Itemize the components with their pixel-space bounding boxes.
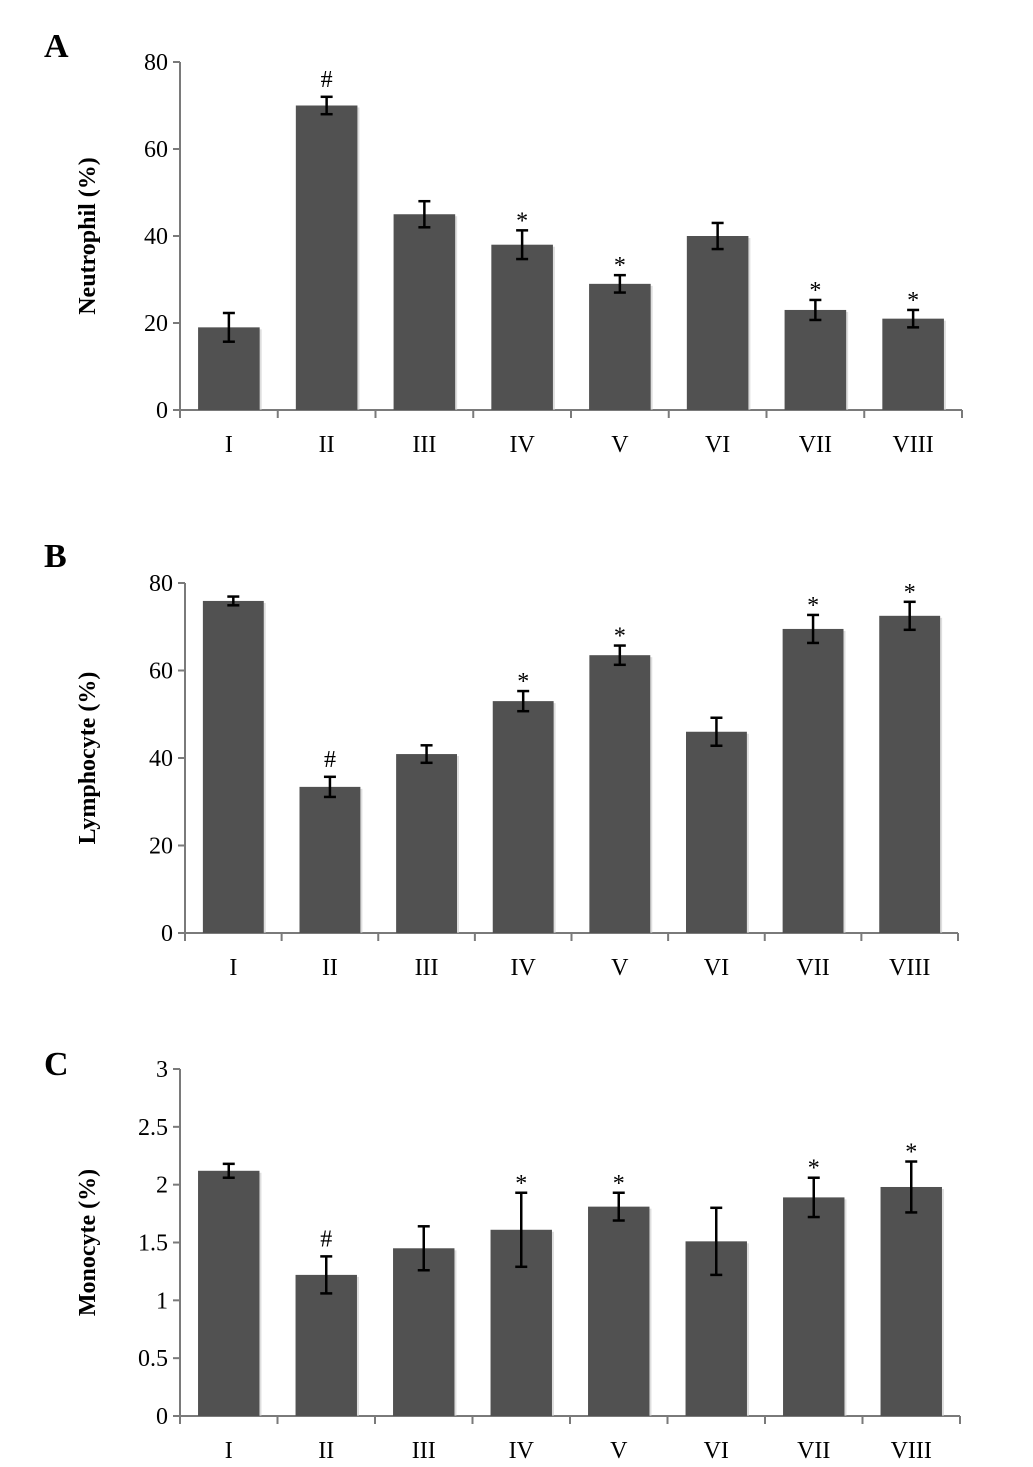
bar-v (588, 1206, 650, 1416)
x-tick-label: VI (704, 955, 729, 981)
significance-star: * (904, 580, 916, 606)
x-tick-label: VI (705, 432, 730, 458)
y-tick-label: 60 (149, 659, 173, 685)
bar-ii (295, 105, 358, 410)
x-tick-label: I (229, 955, 237, 981)
bar-vi (686, 731, 747, 933)
x-tick-label: V (610, 1438, 628, 1464)
x-tick-label: VIII (892, 432, 933, 458)
panel-label: B (44, 538, 67, 575)
y-tick-label: 60 (144, 137, 168, 163)
bar-ii (295, 1274, 357, 1416)
x-tick-label: VII (799, 432, 832, 458)
significance-star: * (517, 669, 529, 695)
significance-hash: # (320, 1226, 332, 1252)
bar-iv (491, 244, 553, 410)
significance-hash: # (321, 67, 333, 93)
significance-star: * (613, 1171, 625, 1197)
y-tick-label: 80 (149, 571, 173, 597)
x-tick-label: II (318, 1438, 334, 1464)
bar-v (589, 655, 651, 933)
significance-star: * (809, 278, 821, 304)
y-tick-label: 80 (144, 50, 168, 76)
y-tick-label: 2.5 (138, 1115, 168, 1141)
y-tick-label: 3 (156, 1057, 168, 1083)
y-tick-label: 0.5 (138, 1346, 168, 1372)
x-tick-label: IV (509, 432, 535, 458)
x-tick-label: IV (511, 955, 537, 981)
y-tick-label: 0 (156, 398, 168, 424)
bar-vii (783, 1197, 845, 1416)
y-tick-label: 1 (156, 1288, 168, 1314)
panel-label: A (44, 28, 69, 65)
bar-v (589, 283, 651, 410)
x-tick-label: VII (796, 955, 829, 981)
x-tick-label: III (415, 955, 439, 981)
significance-star: * (808, 1156, 820, 1182)
bar-i (202, 600, 264, 933)
significance-star: * (807, 593, 819, 619)
significance-star: * (907, 288, 919, 314)
x-tick-label: V (611, 955, 629, 981)
significance-star: * (614, 624, 626, 650)
y-tick-label: 0 (156, 1404, 168, 1430)
bar-iv (492, 701, 554, 933)
x-tick-label: II (322, 955, 338, 981)
bar-viii (879, 615, 941, 933)
x-tick-label: VIII (889, 955, 930, 981)
bar-iii (393, 214, 456, 410)
significance-star: * (614, 253, 626, 279)
y-tick-label: 0 (161, 921, 173, 947)
y-tick-label: 1.5 (138, 1231, 168, 1257)
bar-iii (396, 754, 457, 933)
bar-vi (686, 236, 749, 410)
y-tick-label: 2 (156, 1173, 168, 1199)
x-tick-label: IV (509, 1438, 535, 1464)
bar-vii (782, 628, 844, 933)
y-axis-label: Monocyte (%) (75, 1169, 101, 1316)
significance-star: * (905, 1140, 917, 1166)
bar-iii (393, 1248, 455, 1416)
y-axis-label: Lymphocyte (%) (75, 672, 101, 845)
significance-star: * (515, 1171, 527, 1197)
x-tick-label: III (412, 1438, 436, 1464)
x-tick-label: VII (797, 1438, 830, 1464)
x-tick-label: VIII (891, 1438, 932, 1464)
bar-i (198, 1170, 260, 1416)
y-tick-label: 40 (149, 746, 173, 772)
bar-viii (882, 318, 944, 410)
x-tick-label: II (319, 432, 335, 458)
x-tick-label: V (611, 432, 629, 458)
y-axis-label: Neutrophil (%) (75, 157, 101, 315)
bar-vii (784, 309, 847, 410)
y-tick-label: 20 (149, 834, 173, 860)
significance-star: * (516, 208, 528, 234)
x-tick-label: III (412, 432, 436, 458)
bar-ii (299, 786, 361, 933)
significance-hash: # (324, 747, 336, 773)
panel-label: C (44, 1046, 69, 1083)
y-tick-label: 20 (144, 311, 168, 337)
bar-viii (880, 1186, 942, 1416)
x-tick-label: I (225, 1438, 233, 1464)
x-tick-label: VI (704, 1438, 729, 1464)
x-tick-label: I (225, 432, 233, 458)
y-tick-label: 40 (144, 224, 168, 250)
